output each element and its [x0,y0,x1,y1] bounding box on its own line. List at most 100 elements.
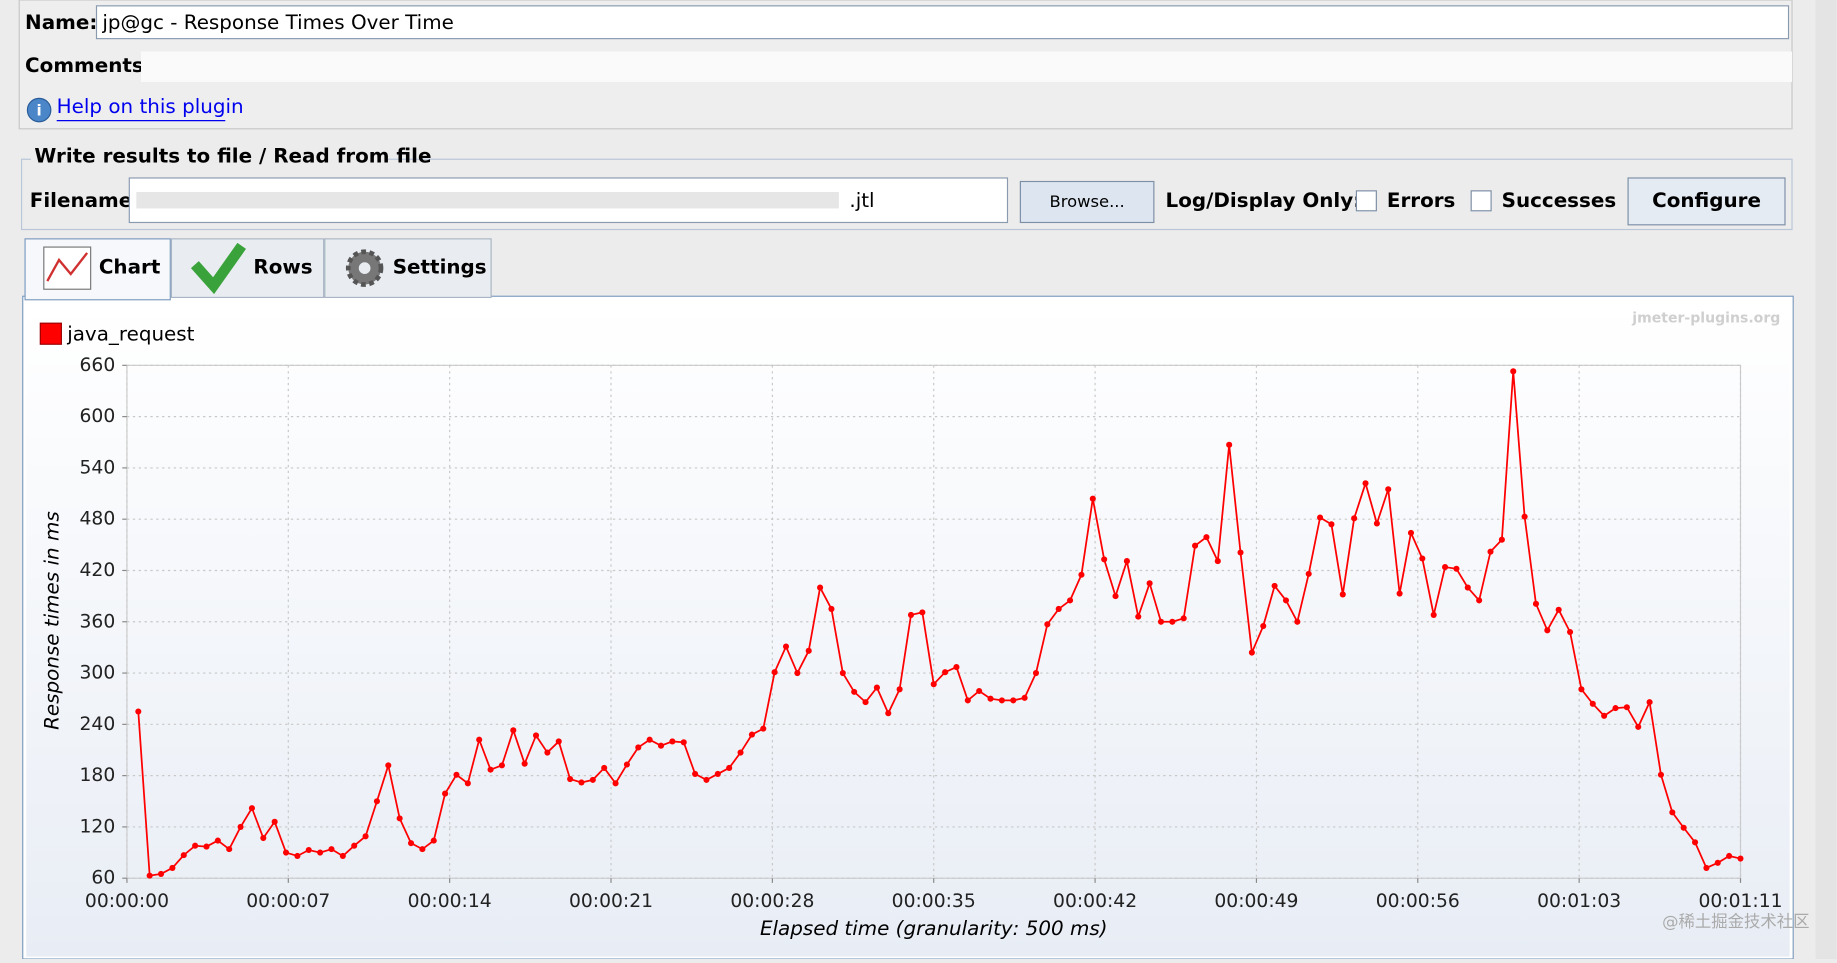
y-tick-label: 480 [80,509,116,530]
data-point [1646,699,1653,706]
legend-swatch [39,322,62,345]
data-point [1373,520,1380,527]
help-link[interactable]: Help on this plugin [57,95,244,118]
data-point [1362,480,1369,487]
data-point [351,842,358,849]
data-point [1521,513,1528,520]
data-point [1135,613,1142,620]
name-value: jp@gc - Response Times Over Time [101,11,453,34]
data-point [1692,839,1699,846]
data-point [396,815,403,822]
data-point [1214,558,1221,565]
errors-label: Errors [1387,189,1456,212]
data-point [1089,495,1096,502]
x-tick-label: 00:00:49 [1214,891,1298,912]
data-point [385,762,392,769]
data-point [521,760,528,767]
data-point [1680,824,1687,831]
x-tick-label: 00:01:11 [1698,891,1782,912]
data-point [680,739,687,746]
y-tick-label: 240 [80,714,116,735]
y-tick-label: 180 [80,765,116,786]
y-tick-label: 540 [80,457,116,478]
data-point [737,749,744,756]
data-point [1226,441,1233,448]
data-point [771,669,778,676]
data-point [1385,486,1392,493]
data-point [419,846,426,853]
data-point [1487,548,1494,555]
data-point [942,669,949,676]
data-point [1464,584,1471,591]
data-point [1271,582,1278,589]
data-point [930,681,937,688]
data-point [1737,855,1744,862]
legend-label: java_request [66,322,194,345]
browse-button[interactable] [1019,180,1155,224]
data-point [726,764,733,771]
x-tick-label: 00:00:35 [892,891,976,912]
y-tick-label: 360 [80,611,116,632]
x-tick-label: 00:01:03 [1537,891,1621,912]
x-tick-label: 00:00:21 [569,891,653,912]
x-axis-label: Elapsed time (granularity: 500 ms) [760,917,1107,940]
data-point [839,670,846,677]
data-point [1669,809,1676,816]
data-point [1657,771,1665,778]
comments-field[interactable] [140,51,1793,82]
data-point [1294,618,1301,625]
data-point [1010,697,1017,704]
data-point [987,695,994,702]
data-point [226,846,233,853]
data-point [1123,558,1130,565]
data-point [873,684,880,691]
data-point [1078,571,1085,578]
data-point [646,736,653,743]
configure-button[interactable] [1627,177,1786,226]
data-point [1703,864,1710,871]
data-point [612,780,619,787]
data-point [1612,705,1619,712]
data-point [1067,597,1074,604]
data-point [214,837,221,844]
data-point [692,770,699,777]
errors-checkbox[interactable] [1355,190,1377,212]
data-point [1601,712,1608,719]
scrollbar[interactable] [1815,0,1837,959]
successes-checkbox[interactable] [1470,190,1492,212]
data-point [601,764,608,771]
y-axis-label: Response times in ms [41,511,64,730]
data-point [1169,618,1176,625]
data-point [885,710,892,717]
data-point [532,732,540,739]
file-group-title: Write results to file / Read from file [34,144,431,167]
tab-settings-label: Settings [393,256,487,279]
data-point [1180,615,1187,622]
data-point [1589,700,1596,707]
browse-label: Browse... [1049,192,1124,211]
tab-chart-label: Chart [99,256,161,279]
comments-label: Comments: [25,54,152,77]
data-point [510,727,517,734]
data-point [317,849,324,856]
data-point [567,776,574,783]
data-point [1555,606,1562,613]
filename-label: Filename [30,189,133,212]
data-point [1430,611,1437,618]
data-point [1544,627,1551,634]
data-point [748,731,755,738]
data-point [851,688,858,695]
info-glyph: i [37,102,42,120]
x-tick-label: 00:00:00 [85,891,169,912]
data-point [430,837,437,844]
name-field[interactable] [95,5,1790,40]
data-point [1317,514,1324,521]
y-tick-label: 420 [80,560,116,581]
data-point [1192,542,1199,549]
data-point [294,852,301,860]
data-point [817,584,824,591]
rows-icon [190,242,247,295]
data-point [828,605,835,612]
x-tick-label: 00:00:28 [730,891,814,912]
